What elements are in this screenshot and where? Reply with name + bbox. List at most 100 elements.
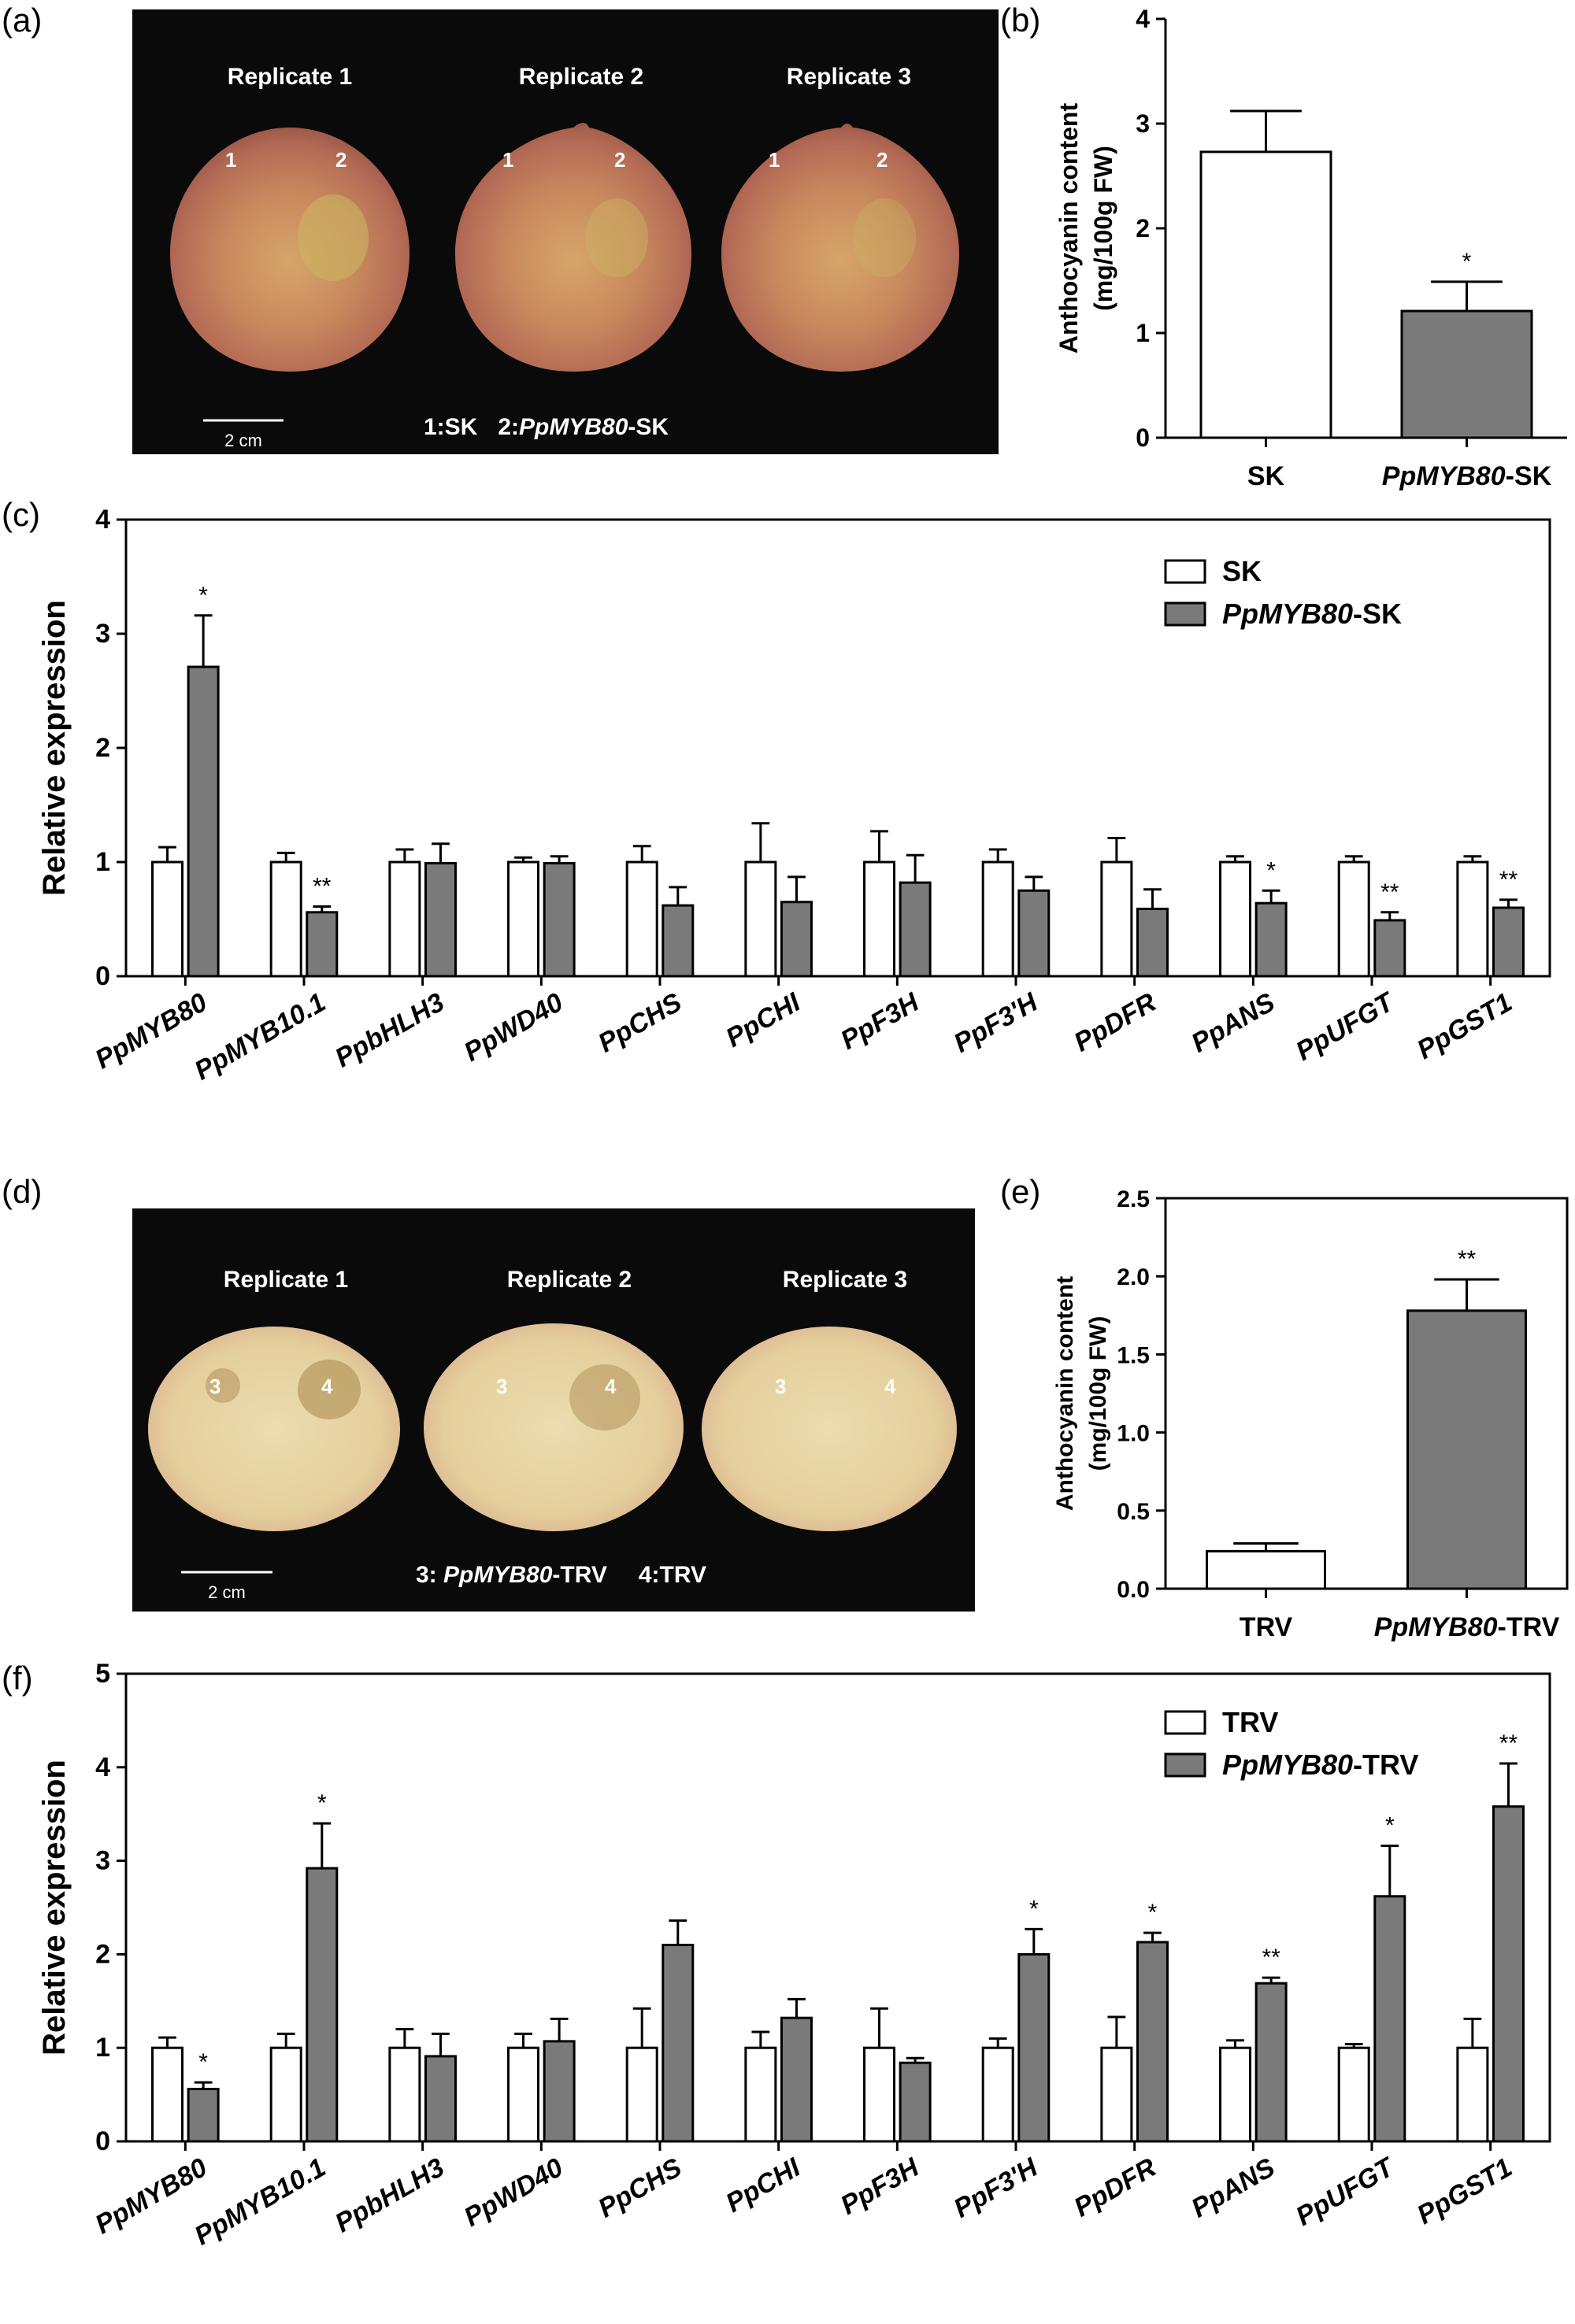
bar-treatment <box>424 861 457 978</box>
x-tick-label: PpGST1 <box>1412 2152 1518 2230</box>
marker-1: 1 <box>769 148 780 172</box>
bar-treatment <box>1017 1952 1051 2143</box>
bar-treatment <box>899 2061 932 2143</box>
x-tick-label: PpUFGT <box>1291 986 1401 1067</box>
y-tick-label: 1 <box>1136 319 1150 347</box>
chart-e: 0.0 0.5 1.0 1.5 2.0 2.5 Anthocyanin content (mg… <box>1052 1186 1569 1642</box>
y-tick-label: 4 <box>95 1752 110 1782</box>
x-tick-label: PpCHI <box>721 2152 806 2219</box>
significance-label: * <box>317 1790 327 1816</box>
panel-label-d: (d) <box>2 1173 43 1210</box>
bar-control <box>507 2046 540 2143</box>
y-axis-label: Anthocyanin content <box>1052 1276 1078 1511</box>
plot-frame <box>124 518 1551 978</box>
x-tick-label: PpMYB10.1 <box>190 987 331 1086</box>
chart-c: 0 1 2 3 4 Relative expression * PpMYB80 ** PpMYB1… <box>37 505 1551 1086</box>
x-tick-label: PpCHI <box>721 986 806 1053</box>
significance-label: * <box>198 583 208 609</box>
bar-control <box>388 2046 421 2143</box>
fruit-replicate-2 <box>455 123 691 372</box>
significance-label: ** <box>1458 1246 1477 1272</box>
bar-treatment <box>543 861 576 978</box>
legend-swatch-treatment <box>1164 1752 1206 1778</box>
bar <box>1406 1309 1527 1590</box>
x-tick-label: PpCHS <box>593 987 687 1059</box>
legend-label: TRV <box>1222 1706 1278 1738</box>
legend-swatch-control <box>1164 559 1206 584</box>
panel-label-c: (c) <box>2 496 40 533</box>
bar-control <box>151 860 184 978</box>
x-tick-label: PpANS <box>1187 987 1280 1059</box>
plot-frame <box>1164 1197 1569 1590</box>
y-tick-label: 5 <box>95 1661 110 1689</box>
marker-4: 4 <box>884 1375 896 1398</box>
x-tick-label-plain: TRV <box>1240 1612 1293 1642</box>
marker-2: 2 <box>876 148 888 172</box>
marker-3: 3 <box>209 1375 220 1398</box>
significance-label: * <box>1266 857 1276 883</box>
legend-label: SK <box>1222 555 1262 587</box>
y-tick-label: 4 <box>1136 5 1150 33</box>
x-tick-label-suffix: -TRV <box>1498 1612 1560 1642</box>
replicate-1-label: Replicate 1 <box>224 1267 348 1293</box>
bar-control <box>863 860 896 978</box>
bar-treatment <box>1373 1895 1406 2143</box>
y-axis-label: (mg/100g FW) <box>1089 146 1117 311</box>
y-tick-label: 3 <box>95 1846 110 1876</box>
bar-control <box>744 860 777 978</box>
significance-label: * <box>1029 1896 1039 1922</box>
marker-3: 3 <box>775 1375 786 1398</box>
bar-control <box>269 860 302 978</box>
bar-treatment <box>1136 1941 1169 2143</box>
y-tick-label: 0 <box>95 2126 110 2156</box>
x-tick-label: PpWD40 <box>459 987 569 1068</box>
y-tick-label: 2.0 <box>1117 1264 1150 1290</box>
bar-treatment <box>187 665 220 978</box>
y-tick-label: 3 <box>95 619 110 649</box>
legend-label-gene: PpMYB80 <box>1222 1749 1353 1781</box>
y-tick-label: 3 <box>1136 109 1150 138</box>
x-tick-label: PpWD40 <box>459 2152 569 2233</box>
bar-treatment <box>662 1944 695 2143</box>
legend-label-plain: TRV <box>1222 1706 1278 1738</box>
legend-swatch-treatment <box>1164 601 1206 627</box>
bar-control <box>1219 860 1252 978</box>
bar-treatment <box>424 2055 457 2143</box>
panel-label-a: (a) <box>2 2 43 39</box>
marker-2: 2 <box>614 148 625 172</box>
significance-label: ** <box>313 874 332 900</box>
fruit-slice-replicate-2 <box>424 1323 684 1531</box>
marker-2: 2 <box>335 148 346 172</box>
legend-label: PpMYB80-TRV <box>1222 1749 1418 1781</box>
significance-label: * <box>1148 1900 1158 1926</box>
bar-treatment <box>543 2040 576 2143</box>
bar-control <box>863 2046 896 2143</box>
y-axis-label: (mg/100g FW) <box>1085 1316 1111 1471</box>
photo-d-legend: 3: PpMYB80-TRV 4:TRV <box>416 1562 706 1588</box>
x-tick-label-gene: PpMYB80 <box>1374 1612 1498 1642</box>
y-tick-label: 4 <box>95 505 110 535</box>
x-tick-label: PpCHS <box>593 2152 687 2224</box>
bar-control <box>1456 2046 1489 2143</box>
scale-bar-label: 2 cm <box>224 431 262 450</box>
bar-control <box>1100 860 1133 978</box>
bar-control <box>981 2046 1014 2143</box>
bar-control <box>151 2046 184 2143</box>
x-tick-label: PpbHLH3 <box>330 2152 450 2238</box>
y-tick-label: 0 <box>1136 424 1150 452</box>
significance-label: ** <box>1499 867 1518 893</box>
x-tick-label: PpMYB10.1 <box>190 2152 331 2252</box>
bar-treatment <box>187 2087 220 2143</box>
y-tick-label: 0.0 <box>1117 1577 1150 1603</box>
bar-treatment <box>306 1867 339 2143</box>
bar-treatment <box>1373 919 1406 978</box>
fruit-replicate-3 <box>721 124 959 372</box>
replicate-1-label: Replicate 1 <box>228 64 352 90</box>
y-tick-label: 2 <box>95 1939 110 1969</box>
x-tick-label: PpMYB80-TRV <box>1374 1612 1560 1642</box>
x-tick-label: PpF3'H <box>949 986 1044 1059</box>
x-tick-label: PpDFR <box>1069 987 1162 1058</box>
bar-control <box>269 2046 302 2143</box>
panel-label-b: (b) <box>1000 2 1041 39</box>
x-tick-label: PpbHLH3 <box>330 987 450 1073</box>
